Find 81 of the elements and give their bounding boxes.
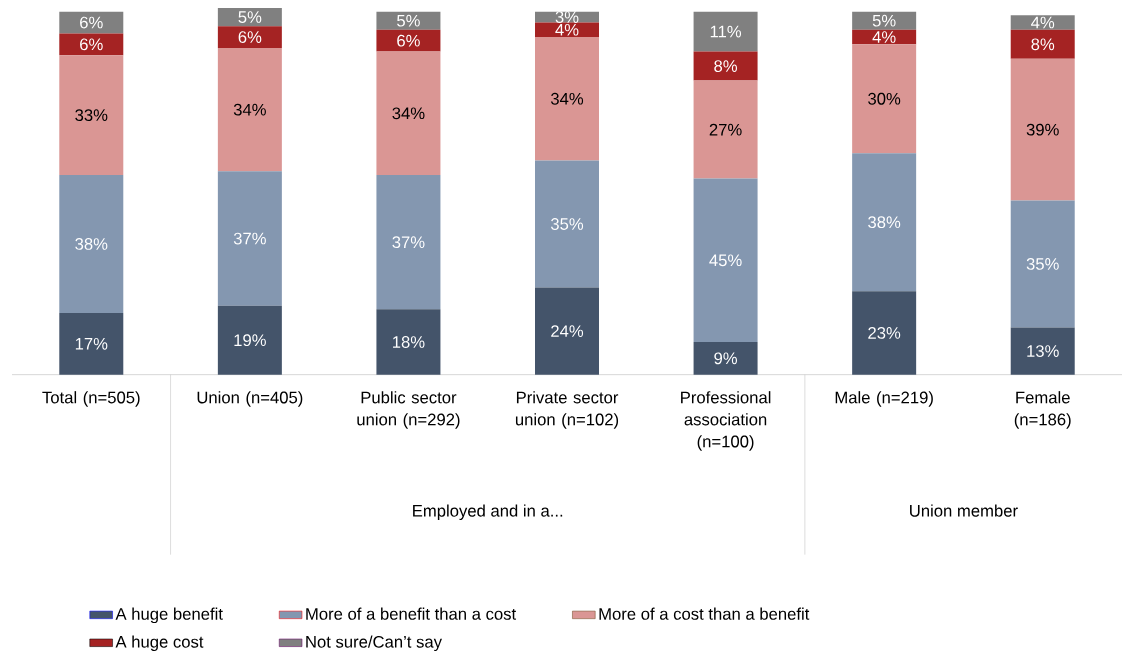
bar: [376, 11, 441, 30]
bar: [1010, 59, 1075, 201]
legend-label: More of a cost than a benefit: [599, 607, 810, 621]
data-label: 9%: [714, 352, 738, 365]
bar: [693, 51, 758, 81]
data-label: 35%: [1026, 258, 1059, 271]
data-label: 6%: [80, 16, 103, 29]
data-label: 23%: [868, 327, 901, 339]
data-label: 6%: [397, 34, 420, 47]
bar: [59, 11, 124, 34]
data-label: 19%: [234, 334, 266, 347]
data-label: 45%: [709, 254, 742, 267]
bar: [217, 305, 282, 375]
bar: [693, 342, 758, 375]
data-label: 34%: [550, 93, 584, 105]
x-tick-label: Union (n=405): [197, 391, 303, 407]
bar: [852, 11, 917, 30]
bar: [59, 55, 124, 176]
bar: [59, 313, 124, 375]
x-tick-label: Private sector union (n=102): [515, 391, 619, 429]
data-label: 27%: [709, 123, 742, 136]
data-label: 6%: [80, 38, 103, 51]
data-label: 8%: [714, 60, 738, 73]
data-label: 4%: [555, 24, 579, 36]
bar: [217, 26, 282, 49]
data-label: 5%: [872, 15, 896, 27]
bar: [59, 33, 124, 56]
data-label: 5%: [238, 11, 262, 24]
data-label: 37%: [233, 232, 266, 245]
text: Union member: [910, 504, 1018, 517]
bar: [693, 11, 758, 52]
legend-label: A huge cost: [115, 635, 204, 652]
data-label: 37%: [392, 236, 425, 249]
data-label: 4%: [1031, 16, 1055, 29]
bar: [1010, 327, 1075, 375]
data-label: 3%: [555, 11, 579, 24]
bar: [217, 48, 282, 172]
data-label: 13%: [1027, 345, 1059, 358]
data-label: 35%: [550, 218, 584, 231]
data-label: 5%: [397, 15, 420, 27]
data-label: 30%: [868, 93, 901, 105]
bar: [535, 160, 600, 288]
bar: [693, 80, 758, 179]
data-label: 17%: [75, 338, 108, 350]
bar: [59, 175, 124, 314]
bar: [1010, 29, 1075, 59]
bar: [1010, 200, 1075, 328]
data-label: 34%: [233, 103, 266, 116]
bar: [1010, 15, 1075, 30]
data-label: 4%: [872, 31, 896, 44]
text: Employed and in a...: [413, 504, 563, 521]
bar: [535, 287, 600, 375]
data-label: 33%: [75, 109, 108, 122]
data-label: 11%: [710, 25, 742, 38]
x-tick-label: Total (n=505): [42, 391, 140, 407]
bar: [376, 29, 441, 52]
bar: [376, 175, 441, 310]
data-label: 38%: [868, 216, 901, 229]
data-label: 34%: [392, 107, 425, 120]
bar: [217, 171, 282, 306]
x-tick-label: Public sector union (n=292): [357, 391, 460, 429]
data-label: 18%: [393, 336, 425, 349]
bar: [693, 178, 758, 343]
data-label: 24%: [551, 325, 584, 338]
x-tick-label: Female (n=186): [1014, 391, 1071, 429]
bar: [376, 309, 441, 375]
bar: [852, 291, 917, 375]
bar: [217, 8, 282, 27]
bar: [852, 44, 917, 154]
legend-label: Not sure/Can’t say: [306, 635, 442, 652]
data-label: 6%: [238, 31, 262, 44]
legend-label: A huge benefit: [115, 607, 223, 624]
x-tick-label: Male (n=219): [835, 391, 933, 407]
bar: [852, 153, 917, 292]
data-label: 38%: [75, 238, 108, 251]
bar: [535, 37, 600, 161]
bar: [376, 51, 441, 176]
data-label: 8%: [1031, 38, 1055, 51]
legend-label: More of a benefit than a cost: [306, 607, 517, 621]
x-tick-label: Professional association (n=100): [681, 391, 771, 451]
data-label: 39%: [1026, 123, 1059, 136]
